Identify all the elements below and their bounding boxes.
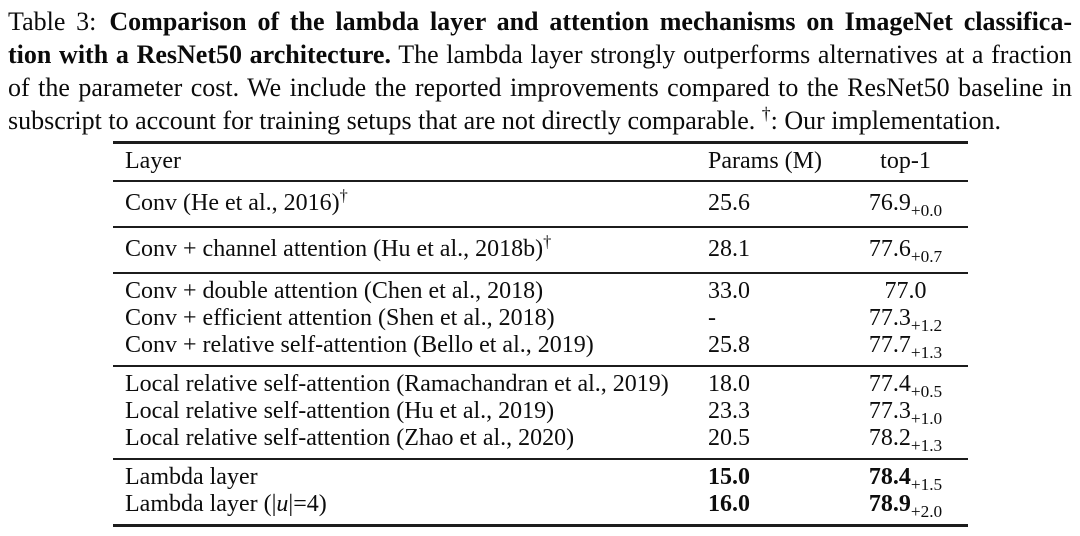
params-value: 18.0 — [708, 371, 750, 397]
top1-value: 77.4 — [868, 371, 911, 397]
top1-value: 77.3 — [868, 398, 911, 424]
top1-improvement-subscript: +1.3 — [910, 342, 943, 362]
top1-value: 76.9 — [868, 190, 911, 216]
group-lambda-layer: Lambda layer 15.0 78.4+1.5 Lambda layer … — [113, 459, 968, 526]
layer-name: Local relative self-attention (Hu et al.… — [125, 398, 555, 424]
caption-line-2: tion with a ResNet50 architecture. The l… — [8, 38, 1072, 71]
layer-name: Local relative self-attention (Zhao et a… — [125, 425, 575, 451]
column-header-layer: Layer — [125, 148, 181, 174]
layer-name: Lambda layer — [125, 464, 258, 490]
top1-improvement-subscript: +0.7 — [910, 246, 943, 266]
layer-name: Conv + channel attention (Hu et al., 201… — [125, 236, 544, 262]
top1-value: 77.3 — [868, 305, 911, 331]
layer-name: Conv + efficient attention (Shen et al.,… — [125, 305, 555, 331]
table-row: Conv + double attention (Chen et al., 20… — [113, 273, 968, 305]
caption-line-1: Table 3: Comparison of the lambda layer a… — [8, 5, 1072, 38]
layer-name: Conv + double attention (Chen et al., 20… — [125, 278, 544, 304]
header-row: Layer Params (M) top-1 — [113, 143, 968, 182]
table-row: Lambda layer 15.0 78.4+1.5 — [113, 459, 968, 494]
params-value: 23.3 — [708, 398, 750, 424]
caption-normal-text-2: The lambda layer strongly outperforms al… — [398, 40, 1072, 69]
table-caption: Table 3: Comparison of the lambda layer a… — [0, 0, 1080, 137]
table-row: Local relative self-attention (Zhao et a… — [113, 425, 968, 459]
layer-name-suffix: |=4) — [288, 491, 327, 517]
params-value: 15.0 — [708, 464, 750, 490]
params-value: 20.5 — [708, 425, 750, 451]
params-value: - — [708, 305, 716, 331]
table-row: Conv + relative self-attention (Bello et… — [113, 332, 968, 366]
top1-value: 78.2 — [868, 425, 911, 451]
top1-improvement-subscript: +2.0 — [910, 501, 943, 521]
column-header-top1: top-1 — [880, 148, 931, 174]
caption-bold-text-1: Comparison of the lambda layer and atten… — [109, 7, 1073, 36]
caption-line-3: of the parameter cost. We include the re… — [8, 73, 1072, 102]
layer-name: Lambda layer (| — [125, 491, 277, 517]
group-global-attention: Conv + double attention (Chen et al., 20… — [113, 273, 968, 366]
results-table-container: Layer Params (M) top-1 Conv (He et al., … — [113, 141, 1080, 527]
layer-name: Conv (He et al., 2016) — [125, 190, 340, 216]
top1-value: 78.9 — [868, 491, 911, 517]
table-row: Conv + channel attention (Hu et al., 201… — [113, 227, 968, 273]
dagger-icon: † — [543, 232, 552, 251]
top1-value: 77.0 — [884, 278, 927, 304]
table-row: Local relative self-attention (Ramachand… — [113, 366, 968, 401]
results-table: Layer Params (M) top-1 Conv (He et al., … — [113, 141, 968, 527]
dagger-icon: † — [761, 103, 771, 124]
top1-improvement-subscript: +1.5 — [910, 474, 943, 494]
group-local-attention: Local relative self-attention (Ramachand… — [113, 366, 968, 459]
params-value: 33.0 — [708, 278, 750, 304]
caption-dagger-note: : Our implementation. — [770, 106, 1001, 135]
table-row: Local relative self-attention (Hu et al.… — [113, 398, 968, 428]
layer-name: Local relative self-attention (Ramachand… — [125, 371, 669, 397]
dagger-icon: † — [339, 186, 348, 205]
table-row: Lambda layer (|u|=4) 16.0 78.9+2.0 — [113, 491, 968, 526]
params-value: 25.8 — [708, 332, 750, 358]
top1-improvement-subscript: +1.0 — [910, 408, 943, 428]
table-row: Conv (He et al., 2016)† 25.6 76.9+0.0 — [113, 181, 968, 227]
group-channel-attention: Conv + channel attention (Hu et al., 201… — [113, 227, 968, 273]
params-value: 25.6 — [708, 190, 750, 216]
caption-table-label: Table 3: — [8, 7, 97, 36]
group-conv-baseline: Conv (He et al., 2016)† 25.6 76.9+0.0 — [113, 181, 968, 227]
math-variable-u: u — [276, 491, 289, 517]
top1-value: 78.4 — [868, 464, 911, 490]
top1-value: 77.6 — [868, 236, 911, 262]
table-header: Layer Params (M) top-1 — [113, 143, 968, 182]
params-value: 28.1 — [708, 236, 750, 262]
table-row: Conv + efficient attention (Shen et al.,… — [113, 305, 968, 335]
caption-normal-text-4: subscript to account for training setups… — [8, 106, 762, 135]
layer-name: Conv + relative self-attention (Bello et… — [125, 332, 594, 358]
top1-improvement-subscript: +0.0 — [910, 200, 943, 220]
top1-value: 77.7 — [868, 332, 911, 358]
params-value: 16.0 — [708, 491, 750, 517]
top1-improvement-subscript: +1.3 — [910, 435, 943, 455]
caption-bold-text-2: tion with a ResNet50 architecture. — [8, 40, 391, 69]
top1-improvement-subscript: +0.5 — [910, 381, 943, 401]
top1-improvement-subscript: +1.2 — [910, 315, 943, 335]
column-header-params: Params (M) — [708, 148, 822, 174]
caption-line-4: subscript to account for training setups… — [8, 104, 1072, 137]
